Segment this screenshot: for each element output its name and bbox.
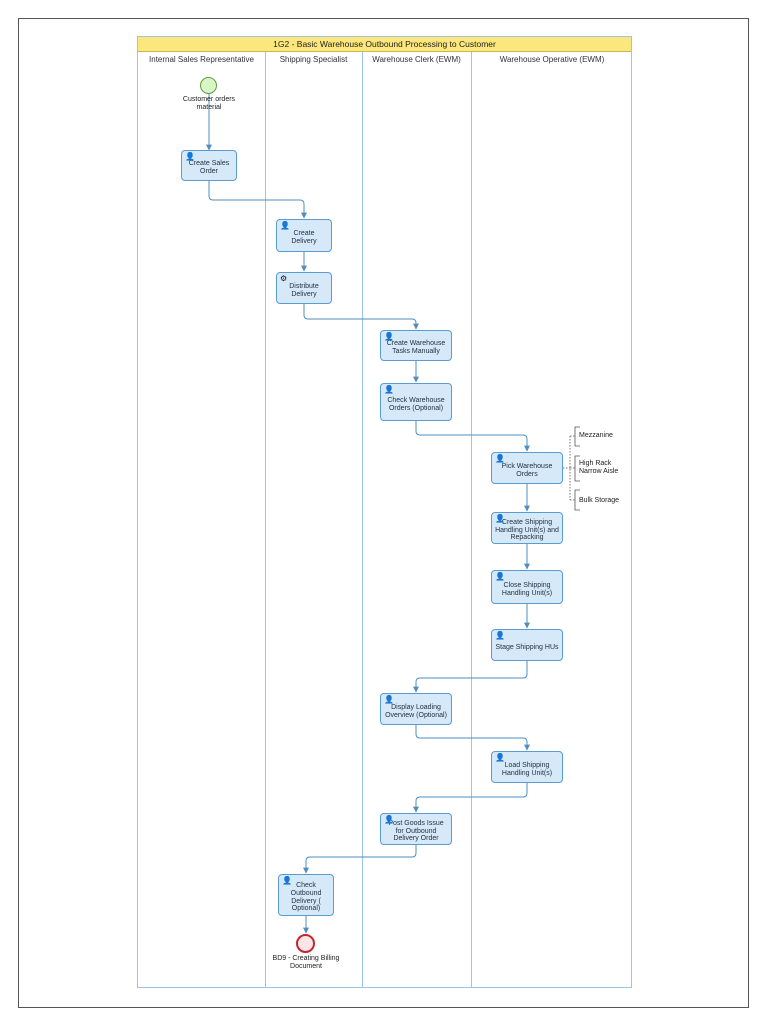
annotation-brackets bbox=[574, 426, 580, 511]
user-icon: 👤 bbox=[280, 221, 290, 230]
user-icon: 👤 bbox=[495, 572, 505, 581]
lane-header-warehouse-clerk: Warehouse Clerk (EWM) bbox=[372, 55, 461, 64]
lane-divider bbox=[265, 52, 266, 987]
task-label: Create Shipping Handling Unit(s) and Rep… bbox=[495, 518, 559, 542]
end-event-label: BD9 - Creating Billing Document bbox=[272, 955, 340, 970]
task-close-shipping-handling-units[interactable]: 👤 Close Shipping Handling Unit(s) bbox=[491, 570, 563, 604]
task-create-sales-order[interactable]: 👤 Create Sales Order bbox=[181, 150, 237, 181]
task-distribute-delivery[interactable]: ⚙ Distribute Delivery bbox=[276, 272, 332, 304]
task-display-loading-overview[interactable]: 👤 Display Loading Overview (Optional) bbox=[380, 693, 452, 725]
task-label: Create Delivery bbox=[291, 230, 317, 245]
page-frame bbox=[18, 18, 749, 1008]
lane-header-shipping-specialist: Shipping Specialist bbox=[279, 55, 348, 64]
task-pick-warehouse-orders[interactable]: 👤 Pick Warehouse Orders bbox=[491, 452, 563, 484]
annotation-mezzanine: Mezzanine bbox=[579, 432, 613, 439]
user-icon: 👤 bbox=[185, 152, 195, 161]
gear-icon: ⚙ bbox=[280, 274, 288, 283]
task-create-warehouse-tasks[interactable]: 👤 Create Warehouse Tasks Manually bbox=[380, 330, 452, 361]
user-icon: 👤 bbox=[495, 454, 505, 463]
user-icon: 👤 bbox=[384, 815, 394, 824]
user-icon: 👤 bbox=[495, 631, 505, 640]
user-icon: 👤 bbox=[384, 332, 394, 341]
lane-header-internal-sales-representative: Internal Sales Representative bbox=[149, 55, 254, 64]
flow-check-orders-to-pick bbox=[415, 421, 530, 452]
task-label: Create Warehouse Tasks Manually bbox=[386, 340, 446, 355]
pool: 1G2 - Basic Warehouse Outbound Processin… bbox=[137, 36, 632, 988]
task-label: Create Sales Order bbox=[188, 160, 230, 175]
task-create-shipping-handling-units[interactable]: 👤 Create Shipping Handling Unit(s) and R… bbox=[491, 512, 563, 544]
task-post-goods-issue[interactable]: 👤 Post Goods Issue for Outbound Delivery… bbox=[380, 813, 452, 845]
task-label: Load Shipping Handling Unit(s) bbox=[501, 761, 553, 777]
task-label: Pick Warehouse Orders bbox=[501, 462, 553, 478]
annotation-high-rack: High Rack Narrow Aisle bbox=[579, 460, 619, 476]
flow-post-gi-to-check-outbound bbox=[303, 845, 417, 874]
annotation-associations bbox=[563, 435, 575, 501]
start-event[interactable] bbox=[200, 77, 217, 94]
task-check-outbound-delivery[interactable]: 👤 Check Outbound Delivery ( Optional) bbox=[278, 874, 334, 916]
task-label: Check Outbound Delivery ( Optional) bbox=[290, 881, 322, 913]
pool-title: 1G2 - Basic Warehouse Outbound Processin… bbox=[138, 37, 631, 52]
user-icon: 👤 bbox=[384, 385, 394, 394]
flow-distribute-to-create-tasks bbox=[303, 304, 419, 330]
lane-divider bbox=[471, 52, 472, 987]
task-label: Post Goods Issue for Outbound Delivery O… bbox=[388, 819, 444, 843]
user-icon: 👤 bbox=[495, 753, 505, 762]
task-label: Close Shipping Handling Unit(s) bbox=[501, 581, 553, 597]
task-label: Display Loading Overview (Optional) bbox=[385, 703, 447, 719]
task-check-warehouse-orders[interactable]: 👤 Check Warehouse Orders (Optional) bbox=[380, 383, 452, 421]
user-icon: 👤 bbox=[282, 876, 292, 885]
task-load-shipping-handling-units[interactable]: 👤 Load Shipping Handling Unit(s) bbox=[491, 751, 563, 783]
task-label: Stage Shipping HUs bbox=[495, 643, 559, 651]
task-stage-shipping-hus[interactable]: 👤 Stage Shipping HUs bbox=[491, 629, 563, 661]
task-create-delivery[interactable]: 👤 Create Delivery bbox=[276, 219, 332, 252]
start-event-label: Customer orders material bbox=[182, 96, 236, 111]
flow-load-hu-to-post-gi bbox=[413, 783, 528, 813]
task-label: Check Warehouse Orders (Optional) bbox=[387, 396, 445, 412]
task-label: Distribute Delivery bbox=[289, 282, 319, 298]
user-icon: 👤 bbox=[495, 514, 505, 523]
annotation-bulk-storage: Bulk Storage bbox=[579, 497, 620, 504]
flow-stage-to-display-loading bbox=[413, 661, 528, 693]
lane-header-warehouse-operative: Warehouse Operative (EWM) bbox=[499, 55, 605, 64]
flow-sales-order-to-create-delivery bbox=[208, 181, 307, 219]
lane-divider bbox=[362, 52, 363, 987]
end-event[interactable] bbox=[296, 934, 315, 953]
user-icon: 👤 bbox=[384, 695, 394, 704]
flow-display-loading-to-load-hu bbox=[415, 725, 530, 751]
